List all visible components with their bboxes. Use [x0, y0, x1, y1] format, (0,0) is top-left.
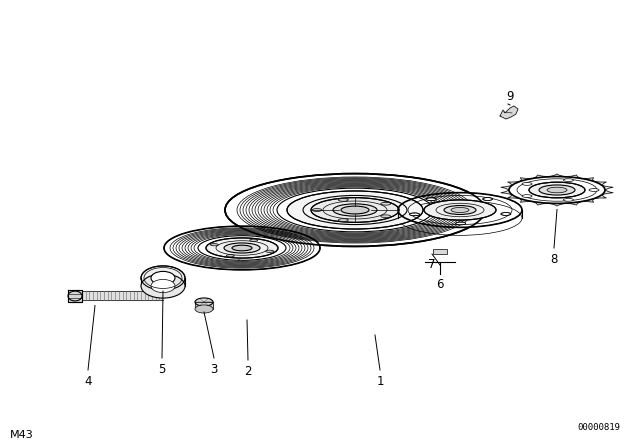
Ellipse shape: [589, 189, 599, 191]
Ellipse shape: [410, 213, 420, 216]
Ellipse shape: [547, 187, 567, 193]
Ellipse shape: [225, 173, 485, 246]
Polygon shape: [602, 185, 613, 190]
Polygon shape: [508, 194, 520, 198]
Polygon shape: [501, 185, 512, 190]
Polygon shape: [500, 106, 518, 119]
Text: 2: 2: [244, 365, 252, 378]
Ellipse shape: [151, 280, 175, 293]
Ellipse shape: [141, 266, 185, 290]
Ellipse shape: [211, 244, 218, 246]
Ellipse shape: [522, 195, 532, 198]
Ellipse shape: [381, 215, 391, 218]
Ellipse shape: [563, 198, 573, 201]
Text: M43: M43: [10, 430, 34, 440]
Ellipse shape: [444, 206, 476, 215]
Ellipse shape: [266, 250, 274, 252]
Ellipse shape: [398, 193, 522, 227]
Polygon shape: [533, 175, 548, 178]
Polygon shape: [565, 202, 581, 205]
Polygon shape: [508, 181, 520, 185]
Ellipse shape: [456, 222, 466, 225]
Ellipse shape: [141, 274, 185, 298]
Ellipse shape: [68, 291, 82, 301]
Text: 5: 5: [158, 363, 166, 376]
Ellipse shape: [424, 200, 496, 220]
Polygon shape: [581, 198, 594, 202]
Polygon shape: [533, 202, 548, 205]
Ellipse shape: [224, 243, 260, 253]
Polygon shape: [565, 175, 581, 178]
Ellipse shape: [483, 198, 493, 200]
Ellipse shape: [539, 185, 575, 195]
Ellipse shape: [426, 198, 436, 201]
Ellipse shape: [195, 298, 213, 306]
Ellipse shape: [451, 207, 469, 212]
Text: 00000819: 00000819: [577, 423, 620, 432]
Polygon shape: [594, 194, 606, 198]
Ellipse shape: [333, 204, 377, 216]
Text: 8: 8: [550, 253, 557, 266]
Ellipse shape: [522, 182, 532, 185]
Ellipse shape: [164, 226, 320, 270]
Ellipse shape: [339, 198, 348, 201]
Ellipse shape: [206, 238, 278, 258]
Ellipse shape: [339, 219, 348, 221]
Ellipse shape: [311, 198, 399, 222]
Ellipse shape: [563, 179, 573, 181]
Polygon shape: [520, 178, 533, 181]
Text: 3: 3: [237, 259, 241, 265]
Ellipse shape: [312, 209, 322, 211]
Text: 4: 4: [84, 375, 92, 388]
Polygon shape: [594, 181, 606, 185]
Ellipse shape: [287, 191, 423, 229]
Polygon shape: [602, 190, 613, 194]
Polygon shape: [501, 190, 512, 194]
Polygon shape: [82, 292, 163, 301]
Text: 7: 7: [428, 258, 436, 271]
Bar: [433, 250, 447, 254]
Text: 1: 1: [376, 375, 384, 388]
Ellipse shape: [250, 239, 258, 241]
Polygon shape: [68, 290, 82, 302]
Text: 9: 9: [506, 90, 514, 103]
Ellipse shape: [151, 271, 175, 284]
Polygon shape: [195, 302, 213, 309]
Text: 3: 3: [211, 363, 218, 376]
Ellipse shape: [195, 305, 213, 313]
Polygon shape: [548, 174, 565, 177]
Ellipse shape: [529, 182, 585, 198]
Polygon shape: [548, 203, 565, 206]
Ellipse shape: [509, 177, 605, 203]
Polygon shape: [581, 178, 594, 181]
Ellipse shape: [501, 212, 511, 215]
Ellipse shape: [341, 206, 369, 214]
Ellipse shape: [232, 245, 252, 251]
Ellipse shape: [381, 202, 391, 205]
Polygon shape: [520, 198, 533, 202]
Text: 6: 6: [436, 278, 444, 291]
Ellipse shape: [227, 254, 234, 257]
